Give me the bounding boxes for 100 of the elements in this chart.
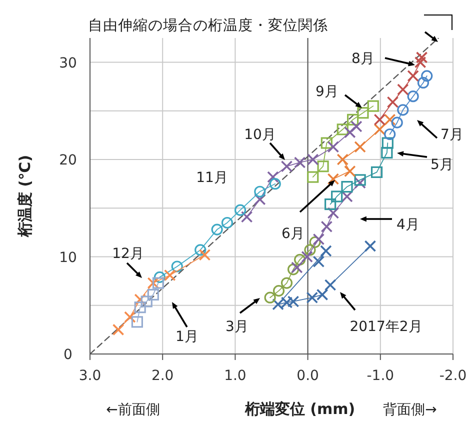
point [407,90,419,102]
point [320,220,333,233]
x-tick-label: -1.0 [366,368,394,384]
point [324,279,336,291]
point [336,124,348,136]
point [320,245,332,257]
point [417,76,430,89]
text: 2017年2月 [350,319,422,335]
point [327,141,340,153]
point [312,233,325,246]
y-tick-label: 30 [59,55,77,72]
point [370,166,383,178]
series-label: 12月 [112,246,144,262]
point [357,107,369,119]
point [147,288,159,300]
x-axis-title: 桁端変位 (mm) [244,400,356,418]
point [280,160,293,172]
x-tick-label: 2.0 [151,368,174,384]
point [327,173,340,185]
point [254,186,266,198]
point [234,204,246,216]
point [381,146,393,159]
text: 自由伸縮の場合の桁温度・変位関係 [88,17,328,34]
point [317,160,329,172]
point [134,302,146,314]
text: 4月 [396,217,420,233]
point [211,224,223,236]
point [407,70,419,82]
y-axis-title: 桁温度 (℃) [16,154,34,238]
point [306,154,319,166]
point [194,244,206,256]
x-tick-label: 3.0 [78,368,102,384]
point [397,104,409,116]
point [140,296,152,308]
x-tick-label: 0.0 [296,368,319,384]
point [154,271,166,283]
point [171,260,183,272]
text: 6月 [282,226,304,242]
text: ←前面側 [106,402,160,418]
point [374,114,386,126]
point [416,52,428,64]
point [367,100,379,112]
point [324,198,336,210]
point [198,248,211,261]
point [304,244,316,256]
point [307,171,319,183]
point [134,294,146,306]
point [147,277,160,289]
point [267,171,279,183]
point [421,70,433,82]
series-label: 9月 [316,84,338,100]
text: 1月 [176,329,198,345]
y-tick-label: 20 [59,152,77,169]
point [152,277,164,289]
point [374,123,386,136]
point [397,84,409,96]
point [280,277,293,289]
series-label: 11月 [196,170,228,186]
point [354,176,366,189]
point [240,211,253,223]
point [331,190,343,202]
point [320,137,332,149]
point [124,311,136,323]
point [350,120,362,132]
point [327,207,340,219]
point [344,165,356,178]
point [112,324,124,336]
point [131,316,143,328]
point [384,114,396,126]
series-label: 3月 [226,319,248,335]
series-label: 10月 [244,127,276,143]
point [384,128,396,140]
x-tick-label: -2.0 [439,368,467,384]
point [354,141,366,153]
point [287,264,300,276]
point [272,285,285,297]
point [301,250,313,263]
text: 7月 [440,127,464,143]
x-tick-label: 1.0 [224,368,246,384]
point [254,194,266,206]
point [341,180,353,193]
point [336,154,349,166]
point [312,256,325,268]
point [386,96,399,108]
point [347,114,359,126]
point [264,292,276,304]
point [269,178,281,190]
point [294,156,306,168]
point [291,262,303,274]
y-tick-label: 0 [64,347,72,363]
point [164,269,176,282]
point [354,174,366,186]
text: 5月 [430,157,454,173]
point [364,240,376,252]
point [382,137,394,149]
point [309,236,321,248]
y-tick-label: 10 [59,250,77,266]
point [391,116,403,128]
point [294,254,306,266]
point [221,216,234,229]
